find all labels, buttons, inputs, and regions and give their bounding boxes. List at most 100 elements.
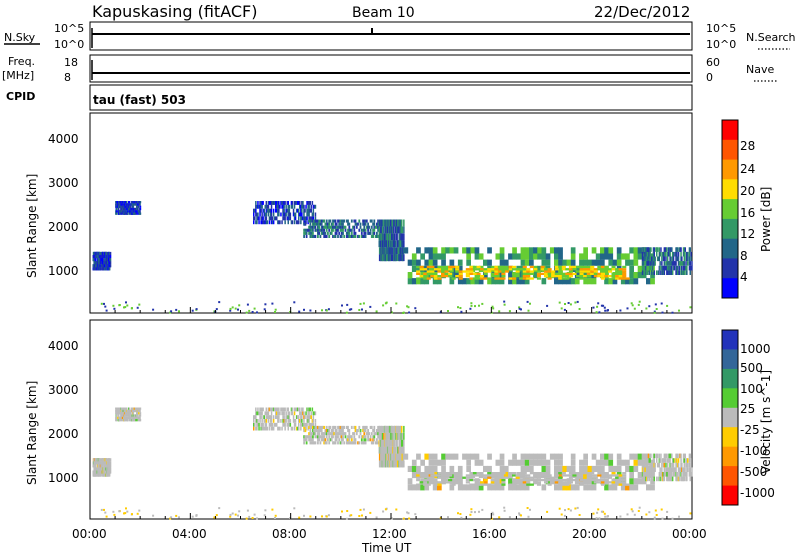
velocity-cell — [608, 453, 614, 460]
power-cell — [282, 204, 284, 209]
power-tick-24: 24 — [740, 162, 755, 176]
velocity-cell — [139, 409, 141, 413]
velocity-cell — [541, 484, 547, 491]
velocity-cell — [537, 472, 542, 479]
velocity-cell — [633, 484, 639, 491]
velocity-cell — [296, 415, 299, 419]
velocity-cell — [328, 425, 331, 429]
velocity-cell — [541, 459, 547, 466]
velocity-cell — [546, 510, 549, 513]
power-cell — [670, 265, 672, 271]
velocity-cell — [682, 472, 685, 477]
power-cell — [642, 256, 645, 262]
velocity-cell — [333, 441, 336, 445]
power-cell — [685, 270, 687, 275]
velocity-cell — [121, 416, 124, 419]
velocity-cell — [403, 425, 405, 433]
velocity-cell — [317, 435, 319, 439]
power-cell — [107, 261, 109, 265]
velocity-cell — [650, 453, 652, 459]
power-cell — [680, 265, 682, 271]
velocity-cell — [481, 508, 484, 511]
velocity-cell — [570, 465, 576, 472]
power-cell — [676, 270, 679, 275]
power-cell — [680, 261, 682, 266]
power-cell — [125, 301, 127, 304]
power-cell — [637, 303, 640, 306]
power-cell — [501, 277, 506, 280]
velocity-cell — [137, 407, 139, 410]
velocity-cell — [319, 425, 322, 429]
velocity-cell — [125, 409, 127, 413]
velocity-cell — [465, 476, 470, 479]
velocity-cell — [345, 438, 348, 442]
power-cell — [395, 247, 398, 255]
velocity-cell — [261, 426, 263, 431]
power-cell — [644, 261, 646, 266]
velocity-cell — [690, 458, 692, 463]
velocity-cell — [689, 453, 691, 459]
power-cell — [288, 204, 291, 209]
power-cell — [641, 270, 644, 275]
velocity-cell — [579, 478, 584, 482]
velocity-cell — [279, 411, 281, 416]
power-cell — [441, 259, 446, 266]
velocity-cell — [558, 465, 563, 472]
power-cell — [347, 234, 349, 238]
power-cell — [533, 268, 538, 271]
power-cell — [424, 278, 430, 285]
power-cell — [501, 272, 506, 275]
power-cell — [407, 278, 413, 285]
velocity-cell — [656, 462, 659, 468]
velocity-cell — [391, 439, 393, 447]
freq-label: Freq. — [8, 55, 35, 68]
power-cell — [309, 201, 311, 205]
velocity-cell — [419, 481, 424, 484]
power-cell — [327, 308, 330, 311]
power-cell — [416, 270, 421, 273]
velocity-cell — [98, 470, 100, 474]
velocity-cell — [283, 415, 285, 419]
power-cell — [685, 256, 687, 262]
power-cell — [138, 205, 140, 208]
velocity-cell — [314, 435, 317, 439]
velocity-cell — [672, 462, 675, 468]
power-cell — [673, 261, 676, 266]
velocity-cell — [310, 441, 313, 445]
power-cell — [391, 240, 393, 248]
velocity-cell — [466, 465, 471, 472]
velocity-cell — [600, 472, 605, 479]
velocity-cell — [393, 446, 396, 454]
power-cell — [394, 226, 397, 234]
power-cell — [540, 268, 545, 271]
power-cell — [661, 270, 663, 275]
velocity-cell — [503, 472, 509, 479]
velocity-cell — [499, 453, 505, 460]
velocity-cell — [115, 416, 117, 419]
power-cell — [648, 270, 650, 275]
power-cell — [398, 247, 400, 255]
velocity-cell — [308, 432, 310, 436]
power-cell — [382, 304, 385, 307]
velocity-cell — [305, 438, 308, 442]
power-cell — [478, 253, 484, 260]
velocity-cell — [554, 474, 559, 477]
velocity-cell — [655, 453, 657, 459]
power-cell — [451, 277, 456, 280]
velocity-cell — [383, 432, 385, 440]
velocity-cell — [437, 484, 442, 491]
velocity-cell — [285, 415, 287, 419]
power-cell — [118, 205, 120, 208]
power-cell — [458, 272, 463, 275]
power-cell — [688, 256, 691, 262]
power-cell — [400, 219, 402, 227]
velocity-cell — [676, 472, 678, 477]
power-cell — [665, 251, 667, 257]
velocity-cell — [128, 419, 131, 422]
velocity-cell — [123, 414, 126, 417]
velocity-cell — [383, 425, 385, 433]
power-cell — [121, 212, 123, 215]
power-cell — [325, 222, 328, 226]
velocity-cell — [306, 419, 308, 423]
velocity-cell — [393, 460, 395, 468]
